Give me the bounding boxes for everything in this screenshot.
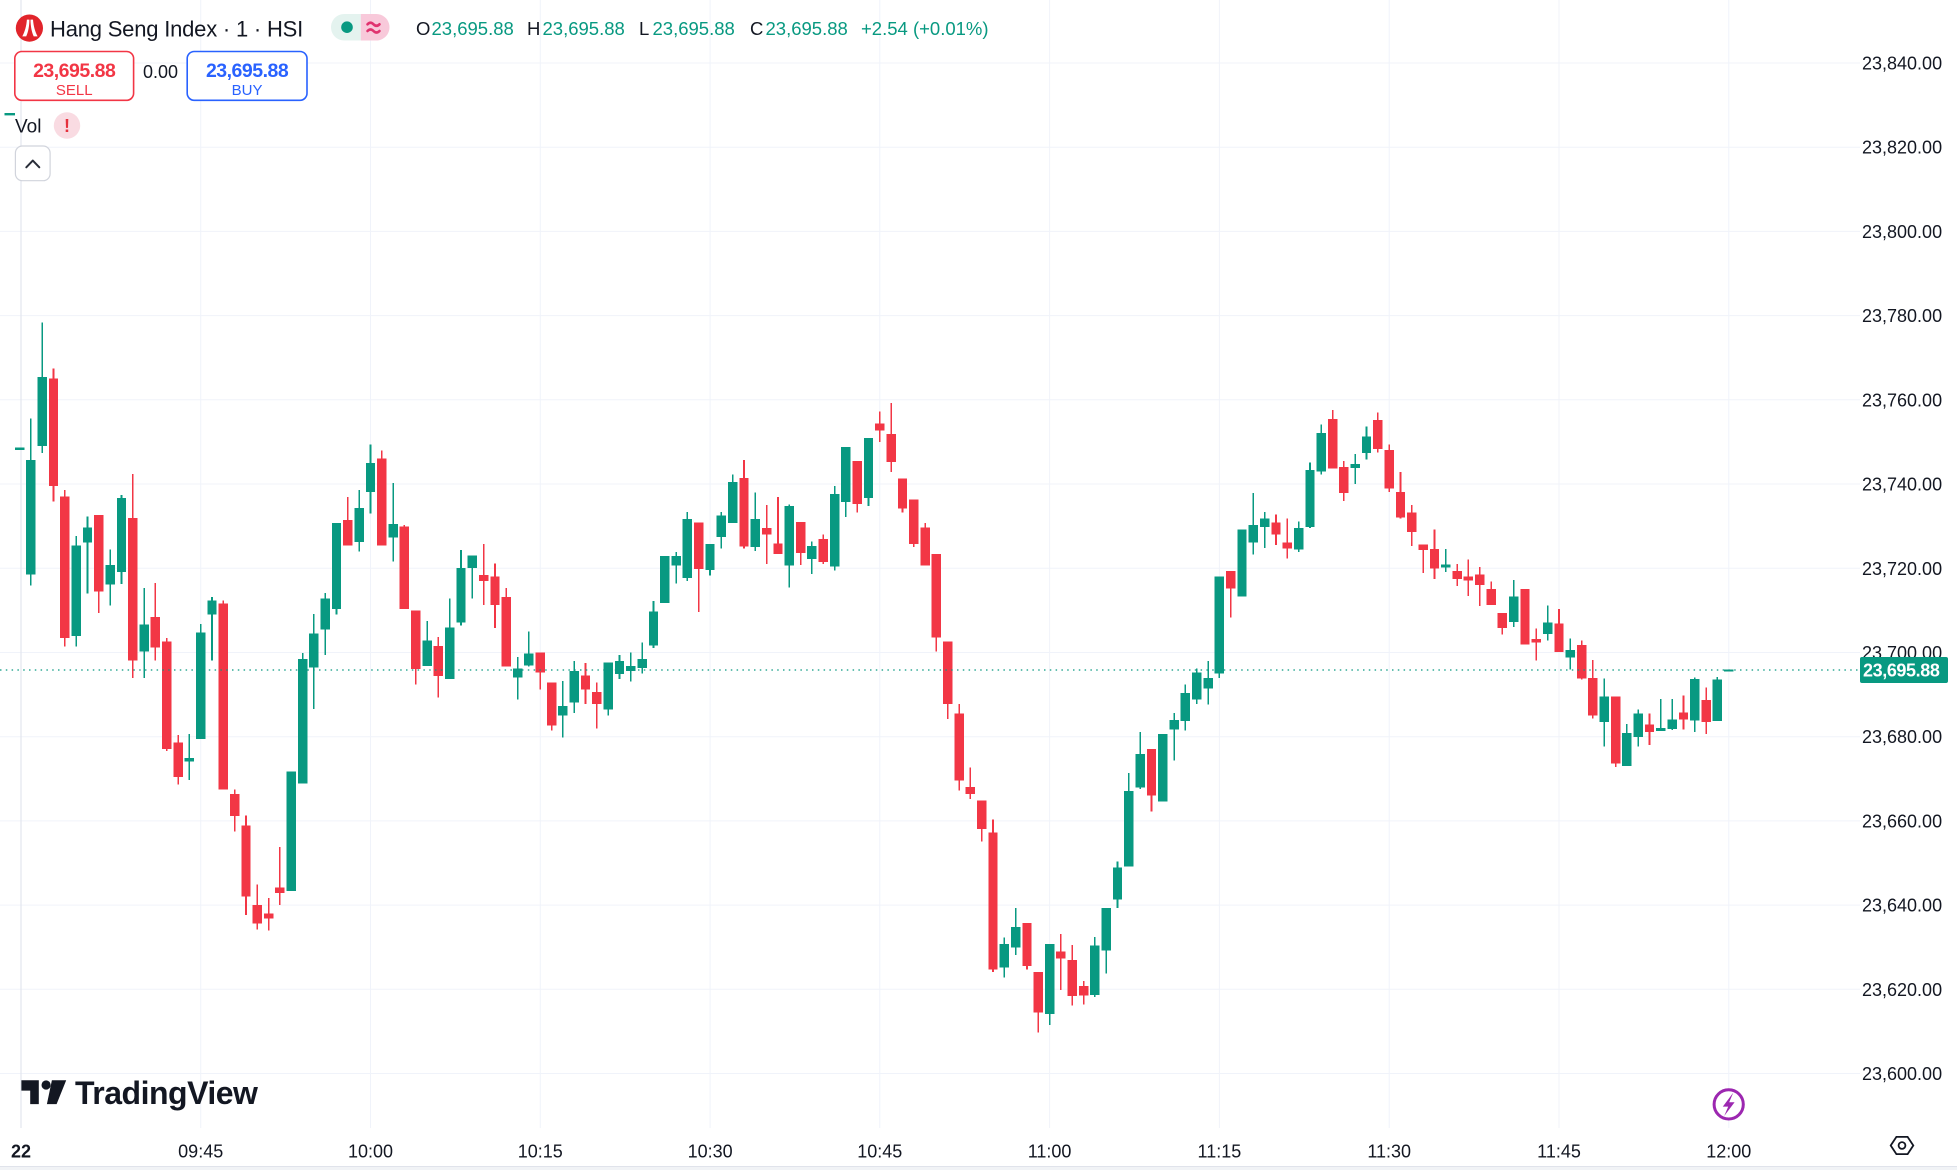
svg-text:12:00: 12:00 — [1706, 1142, 1751, 1162]
svg-text:23,820.00: 23,820.00 — [1862, 138, 1942, 158]
svg-text:23,720.00: 23,720.00 — [1862, 559, 1942, 579]
svg-text:BUY: BUY — [232, 82, 263, 99]
svg-text:09:45: 09:45 — [178, 1142, 223, 1162]
svg-text:23,780.00: 23,780.00 — [1862, 306, 1942, 326]
svg-text:L: L — [639, 18, 649, 39]
svg-text:23,600.00: 23,600.00 — [1862, 1064, 1942, 1084]
svg-text:23,695.88: 23,695.88 — [432, 18, 514, 39]
svg-text:10:00: 10:00 — [348, 1142, 393, 1162]
svg-text:10:15: 10:15 — [518, 1142, 563, 1162]
svg-text:23,660.00: 23,660.00 — [1862, 811, 1942, 831]
svg-text:11:00: 11:00 — [1028, 1142, 1072, 1162]
svg-text:23,620.00: 23,620.00 — [1862, 980, 1942, 1000]
svg-text:23,695.88: 23,695.88 — [206, 60, 289, 82]
svg-text:23,760.00: 23,760.00 — [1862, 390, 1942, 410]
svg-text:23,695.88: 23,695.88 — [33, 60, 116, 82]
svg-text:O: O — [416, 18, 430, 39]
svg-text:23,695.88: 23,695.88 — [543, 18, 625, 39]
svg-text:SELL: SELL — [56, 82, 93, 99]
svg-text:Hang Seng Index · 1 · HSI: Hang Seng Index · 1 · HSI — [50, 17, 303, 42]
svg-text:11:15: 11:15 — [1198, 1142, 1242, 1162]
svg-text:H: H — [527, 18, 540, 39]
svg-text:+2.54 (+0.01%): +2.54 (+0.01%) — [861, 18, 989, 39]
svg-text:23,680.00: 23,680.00 — [1862, 727, 1942, 747]
svg-text:Vol: Vol — [15, 117, 41, 138]
svg-text:23,640.00: 23,640.00 — [1862, 896, 1942, 916]
svg-text:10:30: 10:30 — [688, 1142, 733, 1162]
svg-text:23,695.88: 23,695.88 — [653, 18, 735, 39]
svg-text:23,840.00: 23,840.00 — [1862, 54, 1942, 74]
svg-text:11:45: 11:45 — [1537, 1142, 1581, 1162]
svg-text:10:45: 10:45 — [857, 1142, 902, 1162]
svg-text:23,695.88: 23,695.88 — [766, 18, 848, 39]
svg-text:TradingView: TradingView — [75, 1075, 258, 1111]
svg-text:23,695.88: 23,695.88 — [1863, 661, 1940, 681]
svg-text:C: C — [750, 18, 763, 39]
svg-text:0.00: 0.00 — [143, 62, 178, 82]
svg-text:22: 22 — [11, 1142, 31, 1162]
svg-text:!: ! — [64, 116, 70, 136]
svg-text:23,740.00: 23,740.00 — [1862, 475, 1942, 495]
svg-text:23,800.00: 23,800.00 — [1862, 222, 1942, 242]
svg-text:11:30: 11:30 — [1367, 1142, 1411, 1162]
